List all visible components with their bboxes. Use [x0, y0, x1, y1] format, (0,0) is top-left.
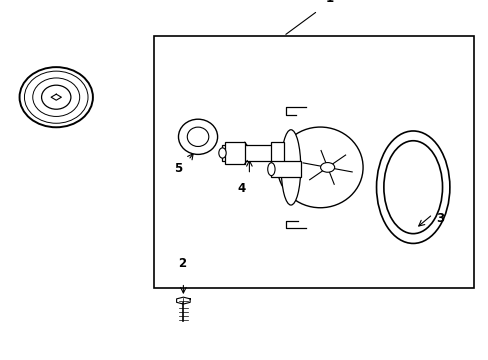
Ellipse shape: [178, 119, 217, 154]
Text: 5: 5: [174, 162, 182, 175]
Ellipse shape: [277, 127, 362, 208]
Text: 6: 6: [42, 100, 50, 113]
Bar: [222, 145, 281, 161]
Ellipse shape: [41, 85, 71, 109]
Text: 2: 2: [178, 257, 185, 270]
Polygon shape: [51, 94, 61, 100]
Ellipse shape: [267, 163, 274, 176]
Bar: [154, 36, 473, 288]
Bar: [271, 142, 283, 164]
Ellipse shape: [33, 78, 80, 116]
Bar: [224, 142, 244, 164]
Ellipse shape: [219, 148, 225, 158]
Ellipse shape: [20, 67, 93, 127]
Text: 3: 3: [435, 212, 443, 225]
Ellipse shape: [187, 127, 208, 147]
Text: 4: 4: [238, 182, 245, 195]
Ellipse shape: [24, 71, 88, 123]
Ellipse shape: [281, 130, 300, 205]
Text: 1: 1: [325, 0, 333, 5]
Bar: [271, 161, 300, 177]
Ellipse shape: [320, 163, 334, 172]
Polygon shape: [176, 297, 190, 304]
